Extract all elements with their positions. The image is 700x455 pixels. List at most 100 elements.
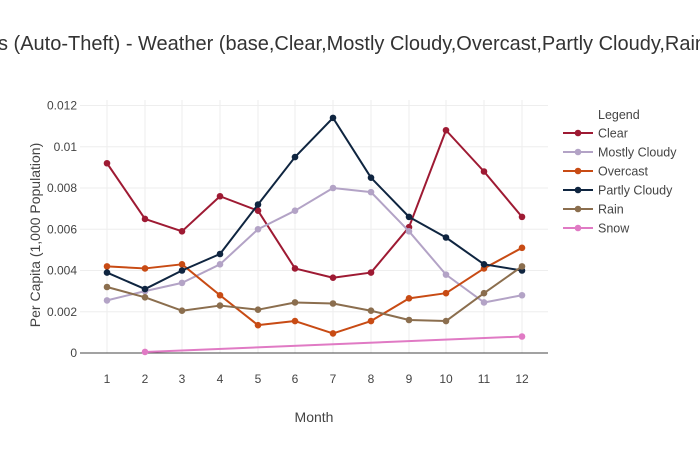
x-tick-label: 5 bbox=[255, 372, 262, 386]
data-point bbox=[216, 261, 224, 268]
data-point bbox=[405, 316, 413, 324]
data-point bbox=[291, 265, 299, 272]
x-tick-label: 2 bbox=[142, 372, 149, 386]
data-point bbox=[178, 228, 186, 235]
data-point bbox=[178, 307, 186, 315]
x-tick-label: 7 bbox=[330, 372, 337, 386]
data-point bbox=[103, 269, 111, 276]
data-point bbox=[216, 250, 224, 258]
data-point bbox=[480, 168, 488, 175]
data-point bbox=[367, 269, 375, 276]
data-point bbox=[329, 114, 337, 122]
data-point bbox=[216, 192, 224, 200]
series-clear bbox=[103, 126, 526, 282]
legend-swatch-marker bbox=[574, 129, 582, 137]
data-point bbox=[254, 201, 262, 208]
legend-title: Legend bbox=[598, 108, 640, 122]
chart-title: s (Auto-Theft) - Weather (base,Clear,Mos… bbox=[0, 33, 700, 55]
data-point bbox=[216, 291, 224, 299]
data-point bbox=[329, 330, 337, 337]
data-point bbox=[103, 159, 111, 167]
series-rain bbox=[103, 263, 526, 325]
data-point bbox=[141, 294, 149, 301]
y-tick-label: 0.002 bbox=[47, 305, 77, 319]
x-tick-label: 3 bbox=[179, 372, 186, 386]
legend-swatch-marker bbox=[574, 148, 582, 156]
data-point bbox=[442, 289, 450, 297]
legend-label: Overcast bbox=[598, 165, 649, 179]
legend-label: Mostly Cloudy bbox=[598, 146, 677, 160]
legend-item-mostly-cloudy[interactable]: Mostly Cloudy bbox=[563, 146, 677, 160]
data-point bbox=[367, 307, 375, 315]
data-point bbox=[141, 285, 149, 293]
series-line bbox=[106, 187, 523, 304]
legend-swatch-marker bbox=[574, 167, 582, 175]
data-point bbox=[329, 274, 337, 282]
data-point bbox=[254, 306, 262, 313]
legend-item-overcast[interactable]: Overcast bbox=[563, 165, 649, 179]
data-point bbox=[518, 263, 526, 270]
data-point bbox=[518, 333, 526, 340]
data-point bbox=[405, 295, 413, 302]
data-point bbox=[329, 184, 337, 192]
data-point bbox=[405, 228, 413, 235]
x-tick-label: 9 bbox=[406, 372, 413, 386]
x-tick-label: 1 bbox=[104, 372, 111, 386]
y-tick-label: 0.01 bbox=[54, 140, 78, 154]
series-line bbox=[106, 265, 523, 323]
data-point bbox=[405, 213, 413, 221]
data-point bbox=[178, 267, 186, 274]
legend-item-clear[interactable]: Clear bbox=[563, 127, 628, 141]
x-tick-label: 6 bbox=[292, 372, 299, 386]
legend-label: Clear bbox=[598, 127, 628, 141]
legend-item-partly-cloudy[interactable]: Partly Cloudy bbox=[563, 184, 673, 198]
data-point bbox=[291, 317, 299, 325]
data-point bbox=[141, 265, 149, 272]
y-tick-label: 0.004 bbox=[47, 264, 77, 278]
data-point bbox=[480, 299, 488, 306]
series-mostly-cloudy bbox=[103, 184, 526, 306]
data-point bbox=[442, 271, 450, 278]
x-tick-label: 4 bbox=[217, 372, 224, 386]
legend-item-rain[interactable]: Rain bbox=[563, 203, 624, 217]
data-point bbox=[367, 174, 375, 181]
series-overcast bbox=[103, 244, 526, 337]
data-point bbox=[518, 244, 526, 252]
data-point bbox=[103, 283, 111, 291]
legend-item-snow[interactable]: Snow bbox=[563, 222, 630, 236]
x-axis-label: Month bbox=[295, 409, 334, 425]
legend-swatch-marker bbox=[574, 186, 582, 194]
data-point bbox=[141, 348, 149, 356]
data-point bbox=[518, 291, 526, 299]
data-point bbox=[329, 300, 337, 307]
x-tick-label: 8 bbox=[368, 372, 375, 386]
series-line bbox=[106, 116, 523, 291]
series-lines bbox=[103, 114, 526, 356]
data-point bbox=[291, 299, 299, 306]
legend-swatch-marker bbox=[574, 224, 582, 232]
data-point bbox=[178, 261, 186, 268]
legend-label: Partly Cloudy bbox=[598, 184, 673, 198]
y-tick-label: 0 bbox=[70, 346, 77, 360]
legend-label: Rain bbox=[598, 203, 624, 217]
data-point bbox=[291, 207, 299, 214]
series-snow bbox=[141, 333, 526, 356]
data-point bbox=[442, 317, 450, 325]
legend-swatch-marker bbox=[574, 205, 582, 213]
data-point bbox=[291, 153, 299, 161]
legend: Legend Clear Mostly Cloudy Overcast Partly … bbox=[563, 108, 677, 236]
data-point bbox=[480, 289, 488, 297]
data-point bbox=[254, 321, 262, 329]
series-line bbox=[106, 129, 523, 279]
data-point bbox=[518, 213, 526, 221]
data-point bbox=[141, 215, 149, 223]
y-tick-label: 0.008 bbox=[47, 181, 77, 195]
data-point bbox=[442, 126, 450, 134]
x-tick-label: 12 bbox=[515, 372, 529, 386]
y-axis-label: Per Capita (1,000 Population) bbox=[27, 143, 43, 327]
data-point bbox=[442, 234, 450, 241]
data-point bbox=[367, 317, 375, 325]
